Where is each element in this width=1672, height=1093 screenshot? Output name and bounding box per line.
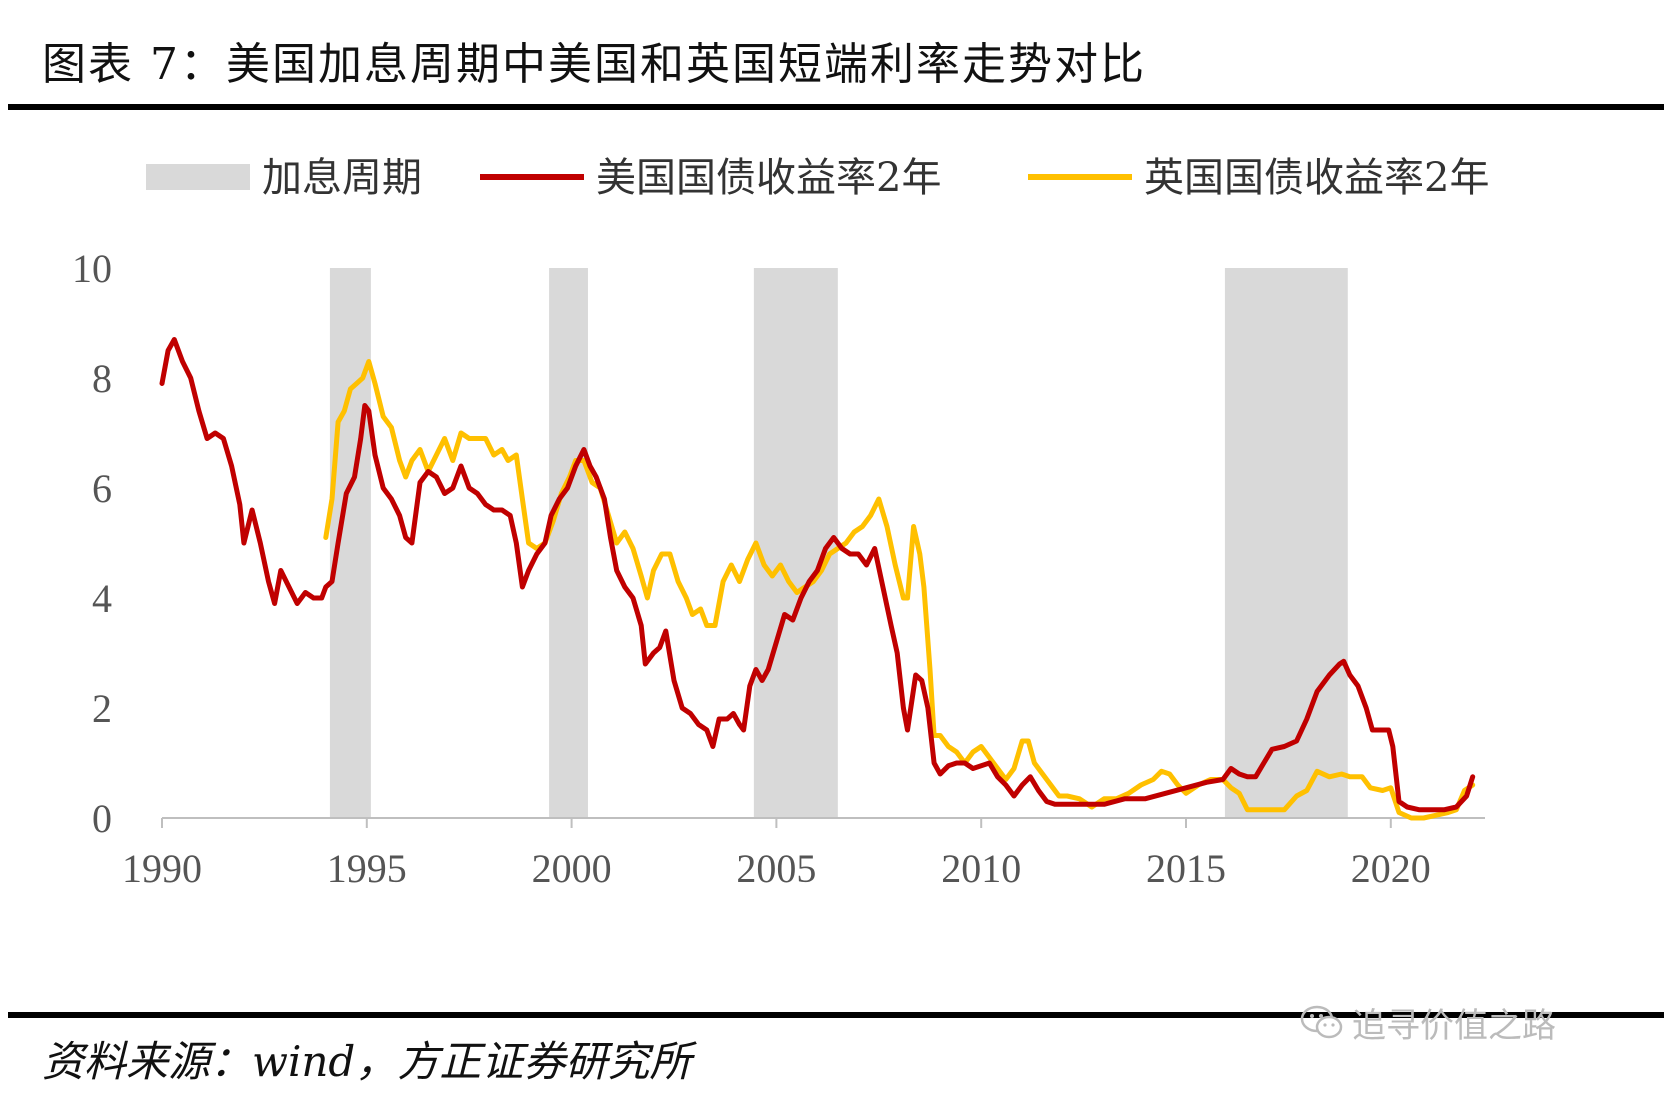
y-tick-label-6: 6 [92,466,112,511]
source-note: 资料来源：wind，方正证券研究所 [42,1037,692,1086]
top-rule [8,104,1664,110]
y-tick-label-0: 0 [92,796,112,841]
y-tick-label-10: 10 [72,246,112,291]
page-title: 图表 7：美国加息周期中美国和英国短端利率走势对比 [42,39,1146,90]
legend-swatch-hike-cycle [146,164,250,190]
legend: 加息周期 美国国债收益率2年 英国国债收益率2年 [146,155,1489,201]
y-tick-label-4: 4 [92,576,112,621]
x-tick-label-2015: 2015 [1146,846,1226,891]
x-tick-label-2005: 2005 [736,846,816,891]
bottom-rule [8,1012,1664,1018]
series-line-us-2y [159,337,1476,813]
x-tick-label-1990: 1990 [122,846,202,891]
wechat-icon [1300,1005,1343,1039]
legend-label-us-2y: 美国国债收益率2年 [596,155,941,201]
series-line-uk-2y [323,359,1476,821]
legend-label-hike-cycle: 加息周期 [262,155,422,201]
series-lines [159,337,1476,821]
y-tick-label-8: 8 [92,356,112,401]
hike-cycle-shading [329,268,1348,818]
x-tick-label-1995: 1995 [327,846,407,891]
hike-cycle-band-2 [753,268,838,818]
x-tick-label-2000: 2000 [532,846,612,891]
watermark-text: 追寻价值之路 [1352,1006,1556,1046]
hike-cycle-band-3 [1224,268,1348,818]
legend-label-uk-2y: 英国国债收益率2年 [1144,155,1489,201]
axes: 1990 1995 2000 2005 2010 2015 2020 0 2 4 6 8 10 [72,246,1485,891]
chart: 加息周期 美国国债收益率2年 英国国债收益率2年 1990 1995 2000 200… [72,155,1489,891]
y-tick-label-2: 2 [92,686,112,731]
x-tick-label-2020: 2020 [1351,846,1431,891]
hike-cycle-band-1 [549,268,588,818]
x-tick-label-2010: 2010 [941,846,1021,891]
